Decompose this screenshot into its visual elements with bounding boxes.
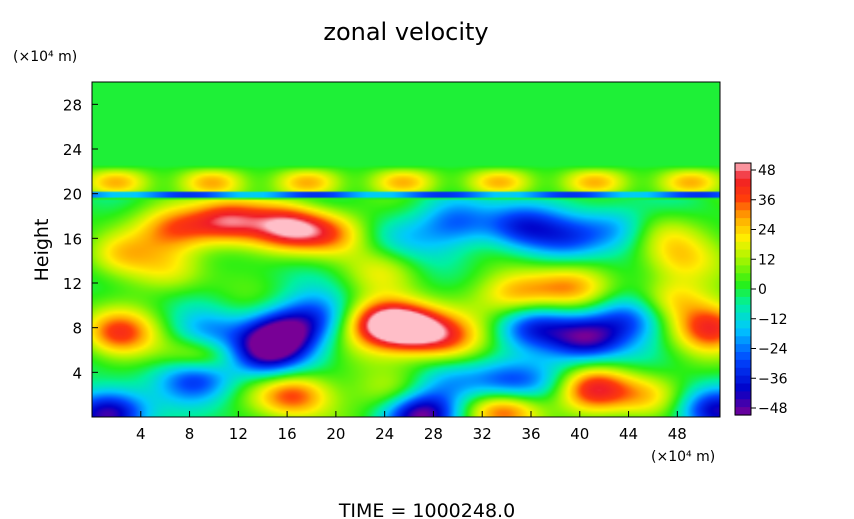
colorbar-cell <box>735 210 751 219</box>
colorbar-tick-label: 36 <box>758 193 776 209</box>
colorbar-tick-label: 0 <box>758 282 767 298</box>
heatmap-plot-area <box>91 81 721 418</box>
time-label: TIME = 1000248.0 <box>338 500 515 519</box>
x-tick-label: 44 <box>619 425 638 443</box>
colorbar-tick-label: −24 <box>758 342 788 358</box>
y-tick-label: 12 <box>63 275 82 293</box>
colorbar-tick-label: 12 <box>758 252 776 268</box>
y-tick-label: 24 <box>63 141 82 159</box>
x-tick-label: 12 <box>229 425 248 443</box>
colorbar-cell <box>735 273 751 282</box>
colorbar-cell <box>735 296 751 306</box>
colorbar-cell <box>735 170 751 180</box>
colorbar-tick-label: 48 <box>758 163 776 179</box>
x-tick-label: 16 <box>278 425 297 443</box>
colorbar-tick-label: −48 <box>758 401 788 417</box>
colorbar-cell <box>735 359 751 369</box>
colorbar-cell <box>735 265 751 274</box>
x-tick-label: 4 <box>136 425 146 443</box>
colorbar-cells <box>735 163 751 416</box>
colorbar-cell <box>735 312 751 322</box>
colorbar-ticks: 48 36 24 12 0 −12 −24 −36 −48 <box>751 163 788 417</box>
colorbar-cell <box>735 257 751 266</box>
x-tick-label: 32 <box>473 425 492 443</box>
colorbar-tick-label: 24 <box>758 223 776 239</box>
colorbar-cell <box>735 233 751 243</box>
x-tick-label: 8 <box>185 425 195 443</box>
colorbar-cell <box>735 320 751 329</box>
colorbar-tick-label: −36 <box>758 371 788 387</box>
colorbar-cell <box>735 226 751 235</box>
colorbar: 48 36 24 12 0 −12 −24 −36 −48 <box>734 162 788 417</box>
colorbar-cell <box>735 336 751 345</box>
x-tick-label: 28 <box>424 425 443 443</box>
x-axis-ticks: 4 8 12 16 20 24 28 32 36 40 44 48 <box>136 411 687 443</box>
colorbar-cell <box>735 163 751 172</box>
colorbar-cell <box>735 352 751 361</box>
colorbar-cell <box>735 399 751 408</box>
colorbar-cell <box>735 375 751 385</box>
x-tick-label: 36 <box>521 425 540 443</box>
colorbar-cell <box>735 249 751 259</box>
y-tick-label: 4 <box>72 364 82 382</box>
x-tick-label: 48 <box>668 425 687 443</box>
y-tick-label: 28 <box>63 96 82 114</box>
x-tick-label: 20 <box>326 425 345 443</box>
colorbar-cell <box>735 186 751 196</box>
colorbar-cell <box>735 281 751 290</box>
colorbar-cell <box>735 289 751 298</box>
y-tick-label: 8 <box>72 320 82 338</box>
colorbar-cell <box>735 218 751 227</box>
colorbar-cell <box>735 383 751 392</box>
colorbar-cell <box>735 367 751 377</box>
x-axis-unit-label: (×10⁴ m) <box>651 449 715 465</box>
y-axis-ticks: 4 8 12 16 20 24 28 <box>63 96 98 382</box>
y-axis-unit-label: (×10⁴ m) <box>13 49 77 65</box>
colorbar-cell <box>735 202 751 211</box>
colorbar-cell <box>735 328 751 337</box>
x-tick-label: 40 <box>570 425 589 443</box>
colorbar-cell <box>735 194 751 203</box>
colorbar-cell <box>735 391 751 400</box>
plot-frame <box>91 81 721 418</box>
heatmap-field <box>92 82 720 417</box>
chart-title: zonal velocity <box>323 18 488 46</box>
colorbar-tick-label: −12 <box>758 312 788 328</box>
y-tick-label: 20 <box>63 186 82 204</box>
colorbar-cell <box>735 304 751 314</box>
colorbar-cell <box>735 344 751 353</box>
colorbar-cell <box>735 241 751 251</box>
y-axis-label: Height <box>31 219 53 282</box>
x-tick-label: 24 <box>375 425 394 443</box>
colorbar-cell <box>735 178 751 188</box>
y-tick-label: 16 <box>63 230 82 248</box>
colorbar-cell <box>735 407 751 416</box>
